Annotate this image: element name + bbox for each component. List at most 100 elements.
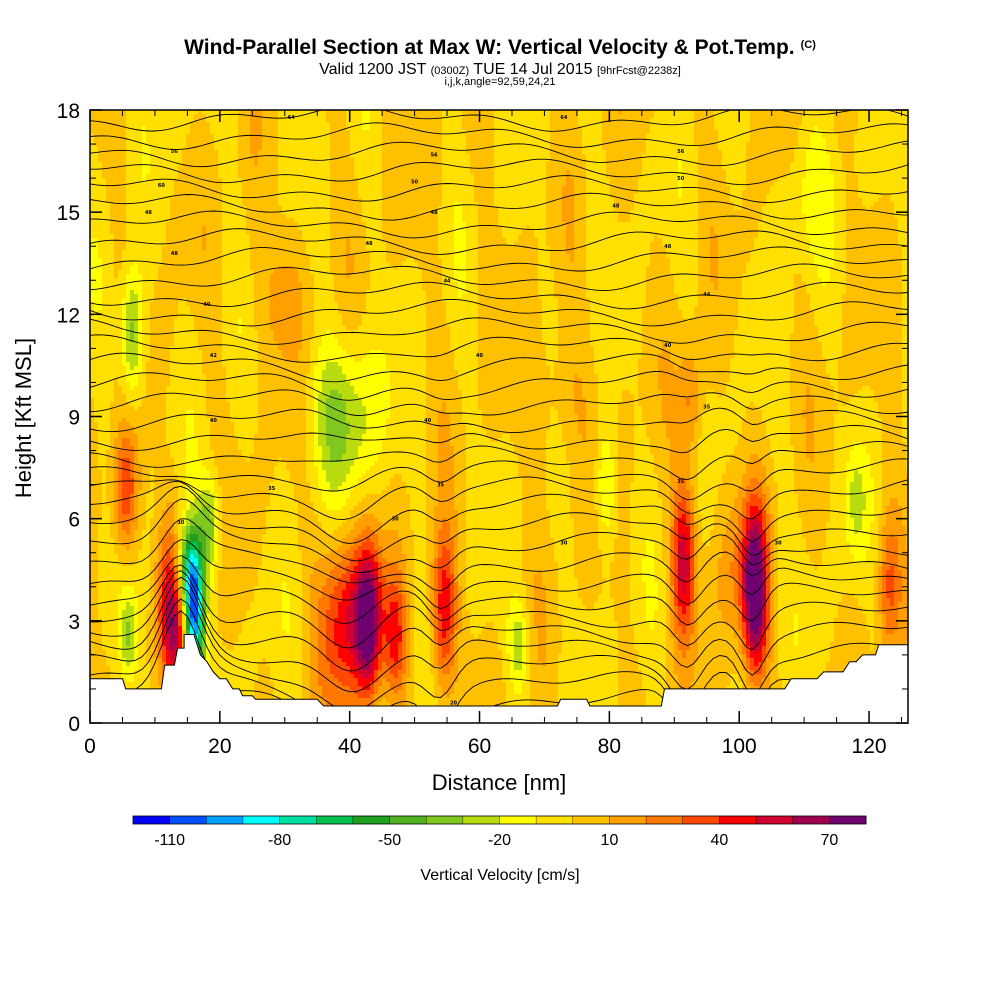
heat-cell (754, 170, 759, 175)
heat-cell (174, 130, 179, 135)
heat-cell (822, 182, 827, 187)
heat-cell (150, 118, 155, 123)
heat-cell (510, 198, 515, 203)
heat-cell (474, 198, 479, 203)
heat-cell (634, 194, 639, 199)
heat-cell (238, 170, 243, 175)
heat-cell (94, 110, 99, 115)
heat-cell (858, 178, 863, 183)
heat-cell (474, 202, 479, 207)
heat-cell (234, 174, 239, 179)
heat-cell (742, 150, 747, 155)
heat-cell (806, 174, 811, 179)
heat-cell (286, 134, 291, 139)
heat-cell (222, 162, 227, 167)
heat-cell (174, 206, 179, 211)
heat-cell (878, 142, 883, 147)
heat-cell (446, 130, 451, 135)
heat-cell (846, 166, 851, 171)
heat-cell (822, 114, 827, 119)
heat-cell (414, 186, 419, 191)
heat-cell (98, 154, 103, 159)
heat-cell (706, 114, 711, 119)
heat-cell (622, 154, 627, 159)
heat-cell (250, 142, 255, 147)
heat-cell (530, 138, 535, 143)
heat-cell (598, 186, 603, 191)
heat-cell (786, 138, 791, 143)
heat-cell (534, 162, 539, 167)
heat-cell (478, 190, 483, 195)
heat-cell (790, 118, 795, 123)
heat-cell (774, 110, 779, 115)
heat-cell (206, 170, 211, 175)
heat-cell (554, 110, 559, 115)
heat-cell (650, 194, 655, 199)
heat-cell (814, 154, 819, 159)
heat-cell (650, 114, 655, 119)
heat-cell (774, 202, 779, 207)
heat-cell (294, 142, 299, 147)
heat-cell (490, 134, 495, 139)
heat-cell (578, 166, 583, 171)
heat-cell (530, 198, 535, 203)
heat-cell (862, 162, 867, 167)
heat-cell (722, 150, 727, 155)
heat-cell (566, 166, 571, 171)
heat-cell (306, 114, 311, 119)
heat-cell (518, 122, 523, 127)
heat-cell (218, 134, 223, 139)
heat-cell (430, 110, 435, 115)
heat-cell (482, 138, 487, 143)
heat-cell (790, 202, 795, 207)
heat-cell (562, 114, 567, 119)
heat-cell (374, 150, 379, 155)
heat-cell (150, 174, 155, 179)
heat-cell (638, 178, 643, 183)
heat-cell (514, 126, 519, 131)
heat-cell (110, 114, 115, 119)
heat-cell (178, 186, 183, 191)
heat-cell (806, 134, 811, 139)
heat-cell (246, 126, 251, 131)
heat-cell (210, 174, 215, 179)
heat-cell (726, 134, 731, 139)
heat-cell (378, 130, 383, 135)
heat-cell (270, 198, 275, 203)
heat-cell (90, 138, 95, 143)
heat-cell (838, 114, 843, 119)
heat-cell (418, 114, 423, 119)
heat-cell (422, 150, 427, 155)
heat-cell (866, 194, 871, 199)
heat-cell (202, 186, 207, 191)
heat-cell (594, 202, 599, 207)
heat-cell (478, 126, 483, 131)
heat-cell (194, 130, 199, 135)
heat-cell (114, 122, 119, 127)
heat-cell (866, 182, 871, 187)
heat-cell (878, 114, 883, 119)
heat-cell (714, 134, 719, 139)
heat-cell (706, 130, 711, 135)
heat-cell (742, 118, 747, 123)
heat-cell (98, 198, 103, 203)
heat-cell (210, 194, 215, 199)
heat-cell (762, 174, 767, 179)
heat-cell (714, 126, 719, 131)
heat-cell (342, 130, 347, 135)
heat-cell (226, 170, 231, 175)
heat-cell (118, 110, 123, 115)
heat-cell (890, 118, 895, 123)
heat-cell (418, 118, 423, 123)
heat-cell (750, 130, 755, 135)
heat-cell (582, 130, 587, 135)
heat-cell (362, 170, 367, 175)
heat-cell (158, 158, 163, 163)
heat-cell (458, 190, 463, 195)
heat-cell (250, 186, 255, 191)
heat-cell (270, 110, 275, 115)
heat-cell (430, 154, 435, 159)
heat-cell (762, 186, 767, 191)
heat-cell (634, 202, 639, 207)
heat-cell (218, 126, 223, 131)
